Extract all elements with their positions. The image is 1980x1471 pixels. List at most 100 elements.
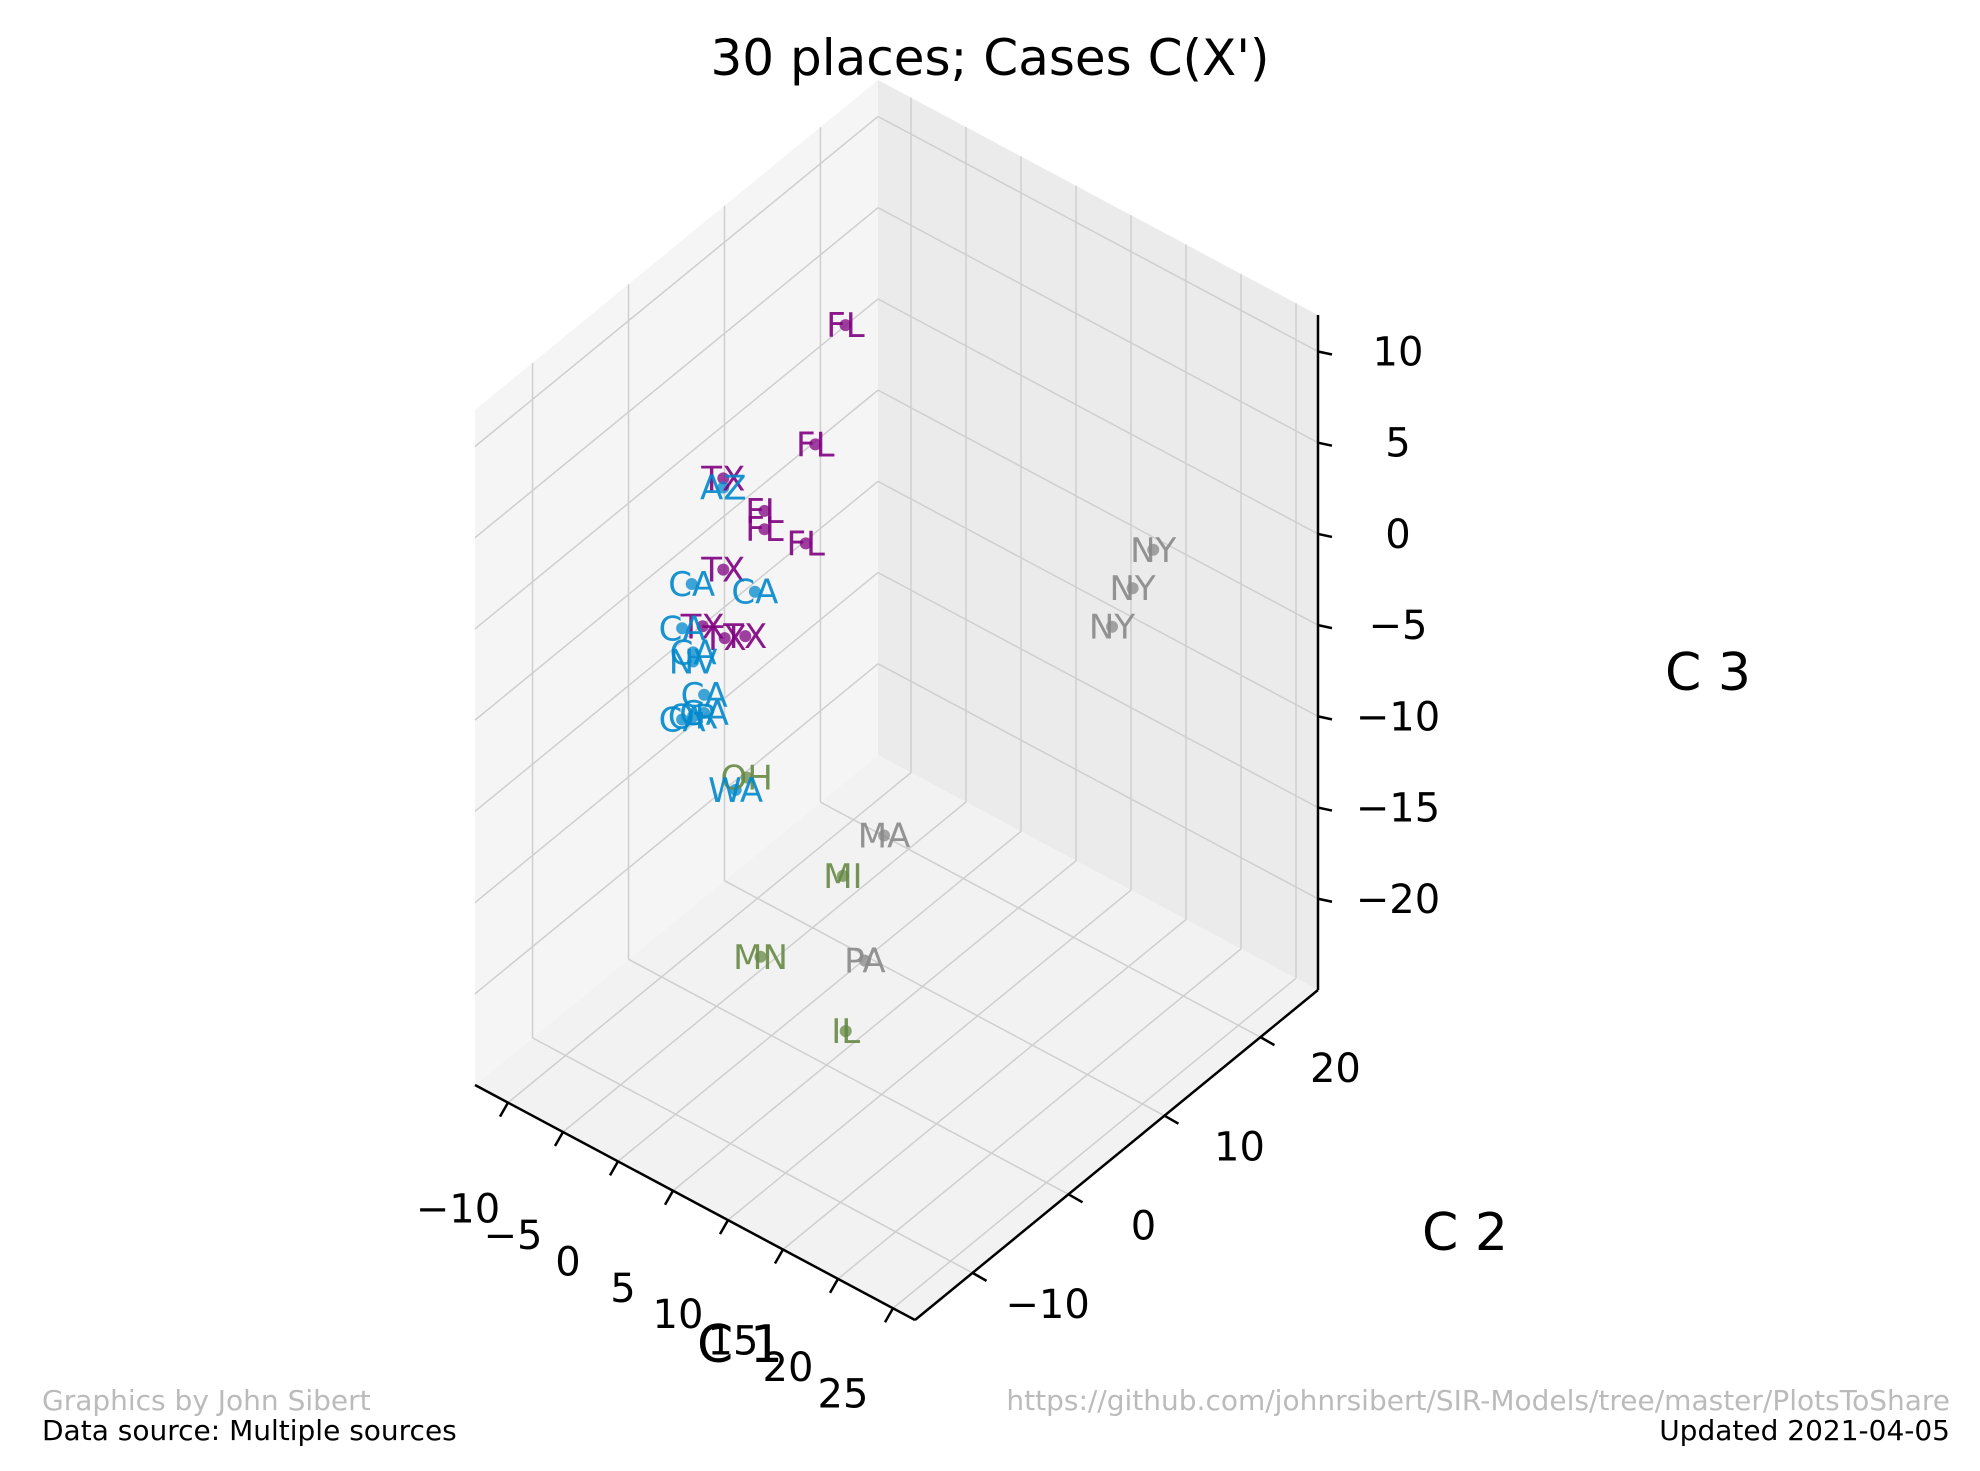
point-label: NV (669, 643, 718, 683)
z-tick-mark (1317, 623, 1333, 630)
grid-z-left (474, 115, 879, 448)
grid-x-floor (727, 889, 1132, 1221)
x-tick-label: 10 (653, 1292, 704, 1338)
point-label: WA (708, 771, 763, 811)
point-label: FL (786, 524, 825, 564)
x-tick-label: 15 (708, 1319, 759, 1365)
z-tick-label: 10 (1373, 329, 1424, 375)
updated-text: Updated 2021-04-05 (1659, 1414, 1950, 1447)
grid-x-floor (617, 830, 1022, 1162)
x-tick-mark (718, 1219, 730, 1235)
grid-y-floor (724, 880, 1165, 1117)
point-label: MI (823, 857, 862, 897)
point-label: CA (681, 676, 728, 716)
x-tick-label: 25 (818, 1371, 869, 1417)
point-label: CA (659, 609, 706, 649)
grid-z-back (877, 298, 1319, 535)
point-label: FL (796, 425, 835, 465)
grid-z-back (877, 389, 1319, 626)
data-point (676, 713, 689, 726)
url-text: https://github.com/johnrsibert/SIR-Model… (1006, 1384, 1950, 1417)
y-tick-label: −10 (1005, 1282, 1089, 1328)
grid-x-floor (837, 948, 1242, 1280)
point-label: OH (721, 759, 773, 799)
data-point (758, 523, 771, 536)
y-tick-label: 20 (1310, 1046, 1361, 1092)
axis-lines (474, 315, 1333, 1323)
grid-x-floor (892, 977, 1297, 1309)
grid-x-floor (562, 801, 967, 1133)
data-point (839, 319, 852, 332)
y-tick-mark (1259, 1036, 1276, 1047)
grid-z-left (474, 571, 879, 904)
data-point (836, 869, 849, 882)
grid-y-floor (532, 1037, 973, 1274)
grid-z-back (877, 207, 1319, 444)
data-point (698, 707, 711, 719)
x-tick-label: 20 (763, 1345, 814, 1391)
data-point (1147, 543, 1160, 556)
data-point (858, 954, 871, 967)
grid-x-floor (782, 918, 1187, 1251)
z-tick-label: −20 (1356, 877, 1440, 923)
back-wall-pane (878, 80, 1318, 990)
z-tick-mark (1317, 350, 1333, 356)
y-axis-label: C 2 (1422, 1203, 1508, 1263)
point-label: TX (680, 607, 725, 647)
z-tick-mark (1317, 532, 1333, 539)
data-points (676, 319, 1160, 1038)
data-point (676, 622, 689, 635)
point-label: PA (844, 942, 886, 982)
z-tick-label: −5 (1369, 603, 1428, 649)
data-point (685, 578, 698, 590)
z-tick-label: 5 (1385, 421, 1410, 467)
data-point (748, 585, 761, 598)
point-label: FL (745, 492, 784, 532)
data-point (717, 563, 730, 576)
point-label: CA (670, 633, 717, 673)
y-tick-mark (1067, 1193, 1084, 1204)
x-axis-label: C 1 (697, 1315, 783, 1375)
y-tick-label: 0 (1131, 1203, 1156, 1249)
data-point (878, 829, 891, 842)
x-tick-label: −10 (416, 1187, 500, 1233)
credit-text: Graphics by John Sibert (42, 1384, 371, 1417)
data-point (717, 481, 730, 494)
point-label: IL (831, 1012, 860, 1052)
grid-z-left (474, 480, 879, 812)
x-tick-mark (608, 1160, 620, 1176)
data-point (758, 504, 771, 517)
z-axis-label: C 3 (1665, 643, 1751, 703)
y-tick-mark (1163, 1114, 1180, 1125)
data-point (718, 632, 731, 645)
z-tick-mark (1317, 897, 1333, 904)
source-text: Data source: Multiple sources (42, 1414, 457, 1447)
data-point (799, 537, 812, 550)
chart-title: 30 places; Cases C(X') (710, 29, 1269, 87)
z-tick-mark (1317, 441, 1333, 447)
x-tick-mark (828, 1278, 840, 1294)
point-label: MA (858, 817, 911, 857)
data-point (729, 783, 742, 796)
point-label: OR (668, 697, 718, 737)
data-point (687, 655, 700, 668)
y-tick-label: 10 (1214, 1125, 1265, 1171)
data-point (809, 438, 822, 451)
data-point (696, 620, 709, 633)
grid-lines (474, 97, 1319, 1309)
grid-z-back (877, 663, 1319, 900)
x-tick-mark (498, 1102, 510, 1118)
point-label: NY (1109, 569, 1155, 609)
point-label: AZ (700, 469, 747, 509)
x-tick-label: 5 (610, 1266, 635, 1312)
data-point (754, 950, 767, 963)
point-label: FL (826, 306, 865, 346)
x-tick-mark (553, 1131, 565, 1147)
grid-y-floor (820, 801, 1261, 1038)
left-wall-pane (475, 80, 878, 1085)
data-point (698, 688, 711, 701)
data-point (740, 771, 753, 784)
x-tick-mark (773, 1248, 785, 1265)
point-label: MN (733, 938, 788, 978)
